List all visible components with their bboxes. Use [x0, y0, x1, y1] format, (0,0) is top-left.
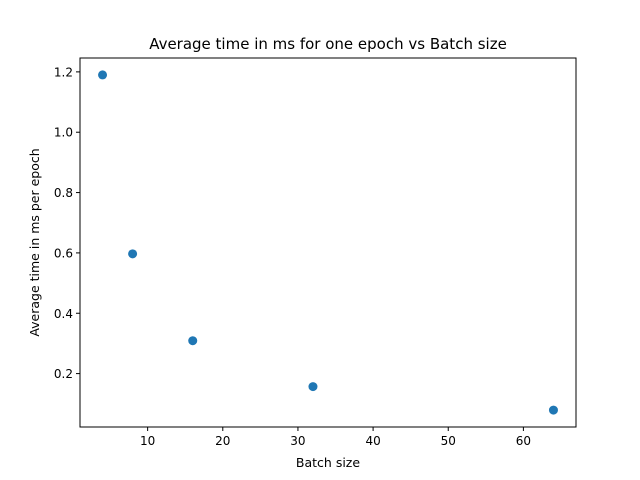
y-tick-label: 0.4 — [54, 307, 73, 321]
x-axis-label: Batch size — [296, 455, 360, 470]
chart-title: Average time in ms for one epoch vs Batc… — [149, 35, 507, 53]
y-axis-label: Average time in ms per epoch — [27, 148, 42, 336]
x-tick-label: 40 — [365, 434, 380, 448]
x-tick-label: 60 — [516, 434, 531, 448]
x-tick-label: 30 — [290, 434, 305, 448]
data-point — [188, 336, 198, 346]
data-points — [98, 70, 558, 415]
data-point — [128, 249, 138, 259]
y-tick-label: 0.6 — [54, 246, 73, 260]
x-tick-label: 10 — [140, 434, 155, 448]
y-tick-label: 1.2 — [54, 65, 73, 79]
x-tick-label: 50 — [441, 434, 456, 448]
x-axis-ticks: 10 20 30 40 50 60 — [140, 427, 531, 448]
data-point — [98, 70, 108, 80]
y-tick-label: 0.2 — [54, 367, 73, 381]
y-tick-label: 1.0 — [54, 126, 73, 140]
y-tick-label: 0.8 — [54, 186, 73, 200]
y-axis-ticks: 0.2 0.4 0.6 0.8 1.0 1.2 — [54, 65, 80, 381]
data-point — [308, 382, 318, 392]
axes-frame — [79, 57, 577, 428]
x-tick-label: 20 — [215, 434, 230, 448]
plot-area — [80, 58, 576, 427]
data-point — [548, 405, 558, 415]
